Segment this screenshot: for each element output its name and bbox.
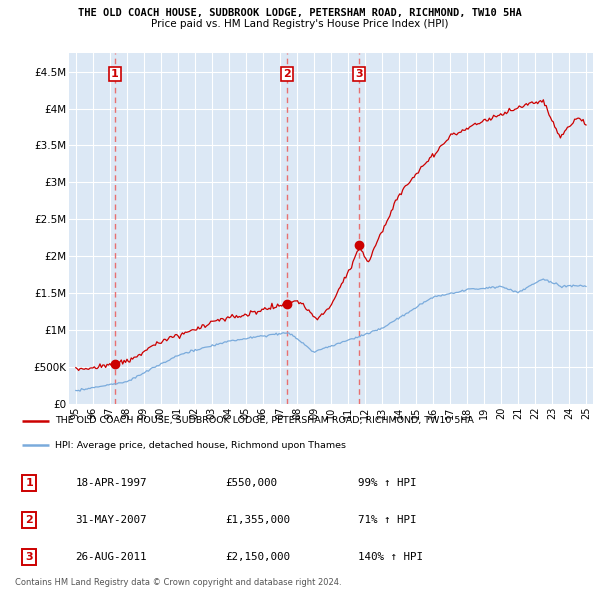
Text: £1,355,000: £1,355,000 <box>225 515 290 525</box>
Text: 2: 2 <box>25 515 33 525</box>
Text: 99% ↑ HPI: 99% ↑ HPI <box>358 478 416 488</box>
Text: 1: 1 <box>111 69 119 79</box>
Text: 140% ↑ HPI: 140% ↑ HPI <box>358 552 422 562</box>
Text: 1: 1 <box>25 478 33 488</box>
Text: 31-MAY-2007: 31-MAY-2007 <box>76 515 147 525</box>
Text: Price paid vs. HM Land Registry's House Price Index (HPI): Price paid vs. HM Land Registry's House … <box>151 19 449 29</box>
Text: 18-APR-1997: 18-APR-1997 <box>76 478 147 488</box>
Text: 71% ↑ HPI: 71% ↑ HPI <box>358 515 416 525</box>
Text: Contains HM Land Registry data © Crown copyright and database right 2024.: Contains HM Land Registry data © Crown c… <box>15 578 341 587</box>
Text: 2: 2 <box>283 69 291 79</box>
Text: THE OLD COACH HOUSE, SUDBROOK LODGE, PETERSHAM ROAD, RICHMOND, TW10 5HA: THE OLD COACH HOUSE, SUDBROOK LODGE, PET… <box>55 417 474 425</box>
Text: 26-AUG-2011: 26-AUG-2011 <box>76 552 147 562</box>
Text: HPI: Average price, detached house, Richmond upon Thames: HPI: Average price, detached house, Rich… <box>55 441 346 450</box>
Text: £2,150,000: £2,150,000 <box>225 552 290 562</box>
Text: THE OLD COACH HOUSE, SUDBROOK LODGE, PETERSHAM ROAD, RICHMOND, TW10 5HA: THE OLD COACH HOUSE, SUDBROOK LODGE, PET… <box>78 8 522 18</box>
Text: 3: 3 <box>355 69 363 79</box>
Text: £550,000: £550,000 <box>225 478 277 488</box>
Text: 3: 3 <box>25 552 33 562</box>
